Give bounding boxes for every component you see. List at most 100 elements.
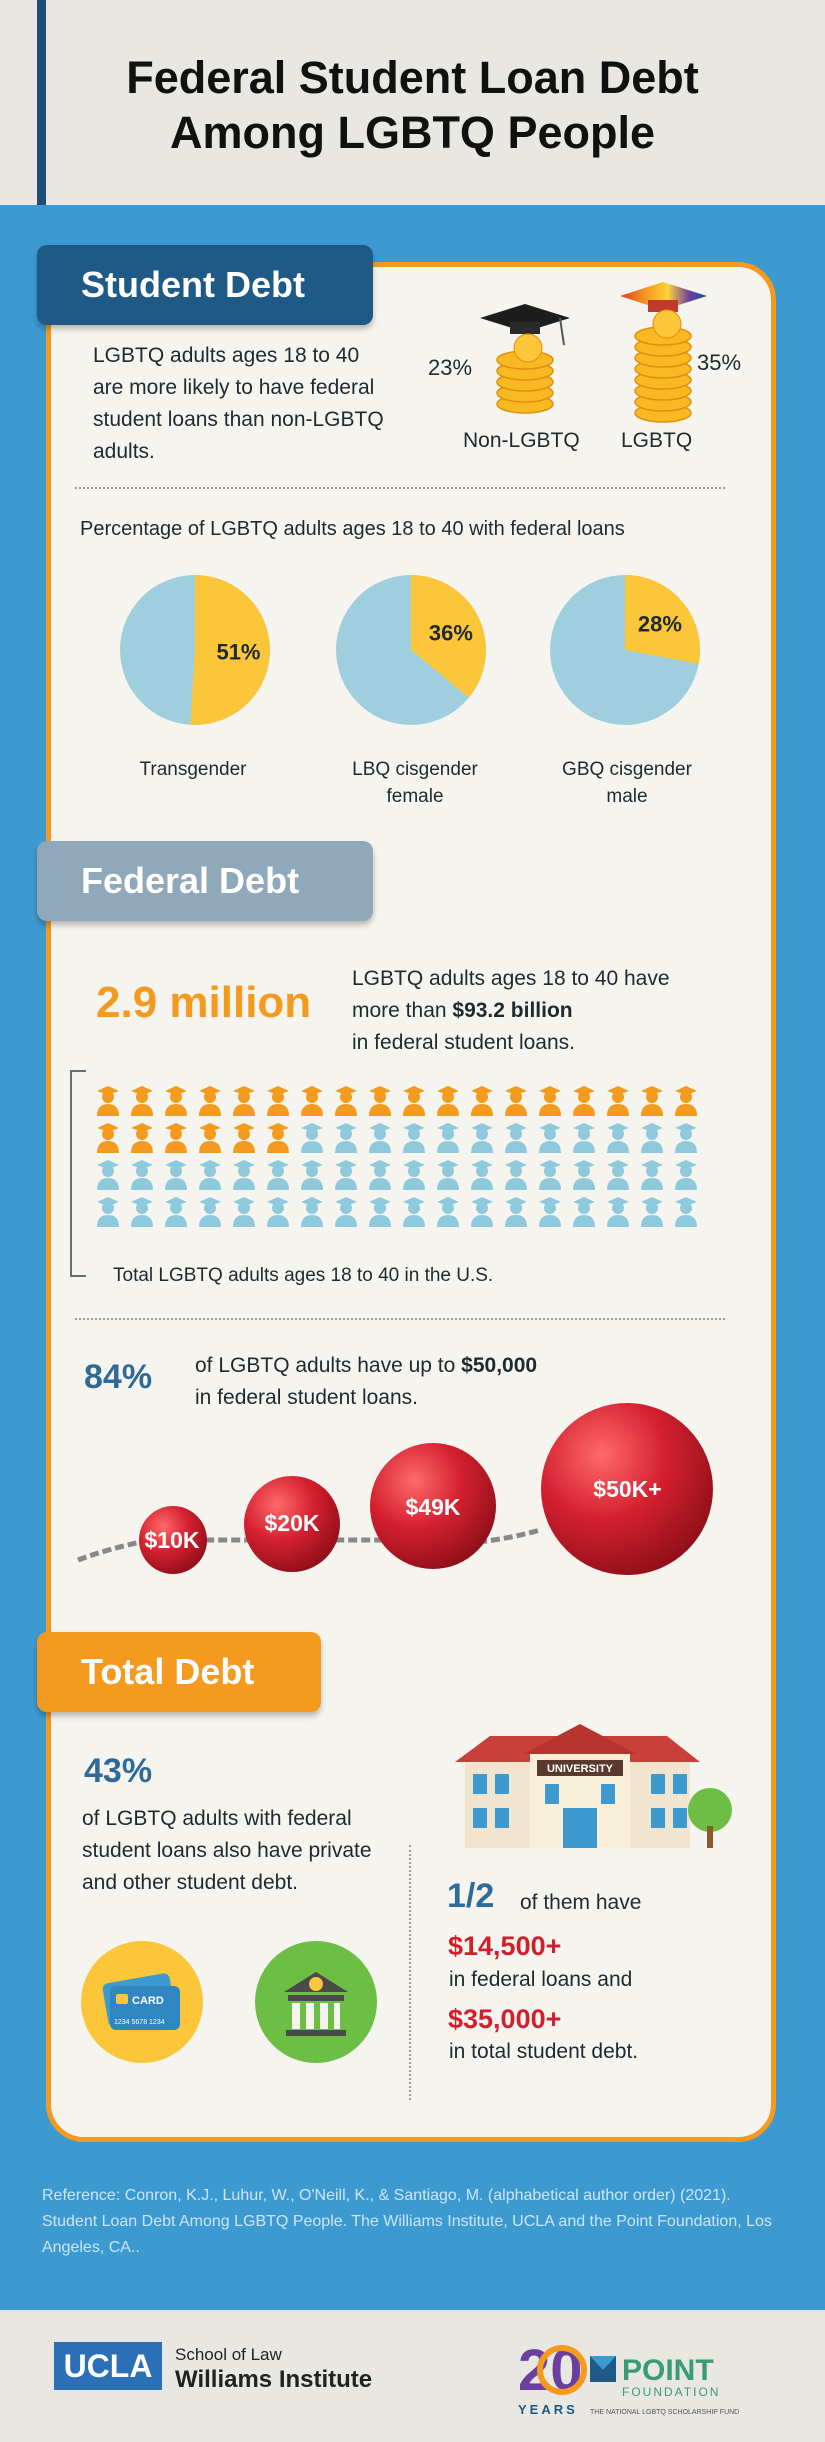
- point-foundation-logo[interactable]: 20 YEARS POINT FOUNDATION THE NATIONAL L…: [510, 2332, 795, 2422]
- point-tagline: THE NATIONAL LGBTQ SCHOLARSHIP FUND: [590, 2409, 739, 2416]
- pct-up-to-50k: 84%: [84, 1358, 153, 1396]
- person-icon: [335, 1160, 357, 1190]
- pie-percent-label: 51%: [216, 639, 260, 664]
- person-icon: [675, 1123, 697, 1153]
- pie-label-line: female: [386, 786, 444, 807]
- person-icon: [437, 1123, 459, 1153]
- pies-caption: Percentage of LGBTQ adults ages 18 to 40…: [80, 518, 625, 540]
- person-icon: [335, 1123, 357, 1153]
- person-icon: [267, 1123, 289, 1153]
- university-sign: UNIVERSITY: [547, 1763, 614, 1775]
- person-icon: [369, 1086, 391, 1116]
- divider: [75, 1318, 725, 1320]
- reference: Reference: Conron, K.J., Luhur, W., O'Ne…: [42, 2187, 772, 2256]
- people-bracket: [70, 1070, 86, 1277]
- federal-debt-description: LGBTQ adults ages 18 to 40 have more tha…: [352, 963, 732, 1059]
- person-icon: [97, 1197, 119, 1227]
- person-icon: [267, 1086, 289, 1116]
- person-icon: [539, 1086, 561, 1116]
- person-icon: [505, 1086, 527, 1116]
- divider: [75, 487, 725, 489]
- ball-50k-plus: [541, 1403, 713, 1575]
- bank-icon: [255, 1941, 377, 2063]
- pie-percent-label: 28%: [638, 612, 682, 637]
- other-debt-description: of LGBTQ adults with federal student loa…: [82, 1807, 372, 1894]
- section-heading-student-debt: Student Debt: [37, 245, 373, 325]
- person-icon: [573, 1160, 595, 1190]
- fraction-half: 1/2: [447, 1877, 495, 1915]
- person-icon: [641, 1123, 663, 1153]
- person-icon: [301, 1197, 323, 1227]
- person-icon: [165, 1160, 187, 1190]
- desc-line: in federal student loans.: [195, 1386, 418, 1409]
- desc-amount: $93.2 billion: [452, 999, 573, 1022]
- person-icon: [607, 1123, 629, 1153]
- header: Federal Student Loan Debt Among LGBTQ Pe…: [0, 0, 825, 275]
- person-icon: [403, 1086, 425, 1116]
- person-icon: [505, 1123, 527, 1153]
- pie-label-lbq: LBQ cisgender female: [315, 756, 515, 810]
- person-icon: [335, 1086, 357, 1116]
- person-icon: [97, 1123, 119, 1153]
- pie-label-line: GBQ cisgender: [562, 759, 692, 780]
- pie-label-gbq: GBQ cisgender male: [527, 756, 727, 810]
- person-icon: [471, 1197, 493, 1227]
- federal-loans-amount: $14,500+: [448, 1931, 562, 1961]
- point-name: POINT: [622, 2354, 714, 2387]
- total-debt-amount: $35,000+: [448, 2004, 562, 2034]
- person-icon: [573, 1086, 595, 1116]
- ball-10k: [139, 1506, 207, 1574]
- credit-card-icon: CARD 1234 5678 1234: [81, 1941, 203, 2063]
- person-icon: [199, 1123, 221, 1153]
- title-line-2: Among LGBTQ People: [169, 107, 655, 158]
- ball-and-chain-graphic: [77, 1403, 713, 1575]
- people-caption: Total LGBTQ adults ages 18 to 40 in the …: [113, 1265, 494, 1286]
- ball-49k: [370, 1443, 496, 1569]
- school-of-law-label: School of Law: [175, 2345, 282, 2364]
- person-icon: [573, 1197, 595, 1227]
- person-icon: [641, 1086, 663, 1116]
- person-icon: [641, 1160, 663, 1190]
- person-icon: [233, 1086, 255, 1116]
- lgbtq-percent: 35%: [697, 350, 742, 375]
- person-icon: [573, 1123, 595, 1153]
- desc-text: more than: [352, 999, 453, 1022]
- pie-chart: 28%: [550, 575, 700, 725]
- person-icon: [539, 1197, 561, 1227]
- header-accent-bar: [37, 0, 46, 275]
- desc-amount: $50,000: [461, 1354, 538, 1377]
- person-icon: [369, 1160, 391, 1190]
- person-icon: [369, 1197, 391, 1227]
- williams-institute-label: Williams Institute: [175, 2366, 373, 2393]
- ucla-logo[interactable]: UCLA: [54, 2342, 162, 2390]
- pie-value-slice: [411, 575, 486, 698]
- person-icon: [403, 1123, 425, 1153]
- person-icon: [675, 1086, 697, 1116]
- person-icon: [471, 1123, 493, 1153]
- ball-label: $20K: [264, 1510, 320, 1536]
- person-icon: [369, 1123, 391, 1153]
- person-icon: [607, 1086, 629, 1116]
- university-building-icon: UNIVERSITY: [455, 1724, 732, 1848]
- federal-loans-description: in federal loans and: [449, 1968, 633, 1991]
- pie-value-slice: [625, 575, 700, 665]
- pie-label-line: LBQ cisgender: [352, 759, 478, 780]
- person-icon: [165, 1086, 187, 1116]
- ball-label: $49K: [405, 1494, 461, 1520]
- point-foundation: FOUNDATION: [622, 2385, 720, 2399]
- person-icon: [471, 1086, 493, 1116]
- ball-20k: [244, 1476, 340, 1572]
- person-icon: [233, 1197, 255, 1227]
- person-icon: [403, 1197, 425, 1227]
- person-icon: [97, 1086, 119, 1116]
- pie-label-transgender: Transgender: [93, 756, 293, 783]
- person-icon: [675, 1160, 697, 1190]
- card-number: 1234 5678 1234: [114, 2019, 165, 2026]
- person-icon: [505, 1160, 527, 1190]
- desc-line: more than $93.2 billion: [352, 995, 732, 1027]
- title-line-1: Federal Student Loan Debt: [126, 52, 699, 103]
- desc-line: in federal student loans.: [352, 1031, 575, 1054]
- card-label: CARD: [132, 1995, 164, 2007]
- vertical-divider: [409, 1845, 411, 2100]
- person-icon: [301, 1086, 323, 1116]
